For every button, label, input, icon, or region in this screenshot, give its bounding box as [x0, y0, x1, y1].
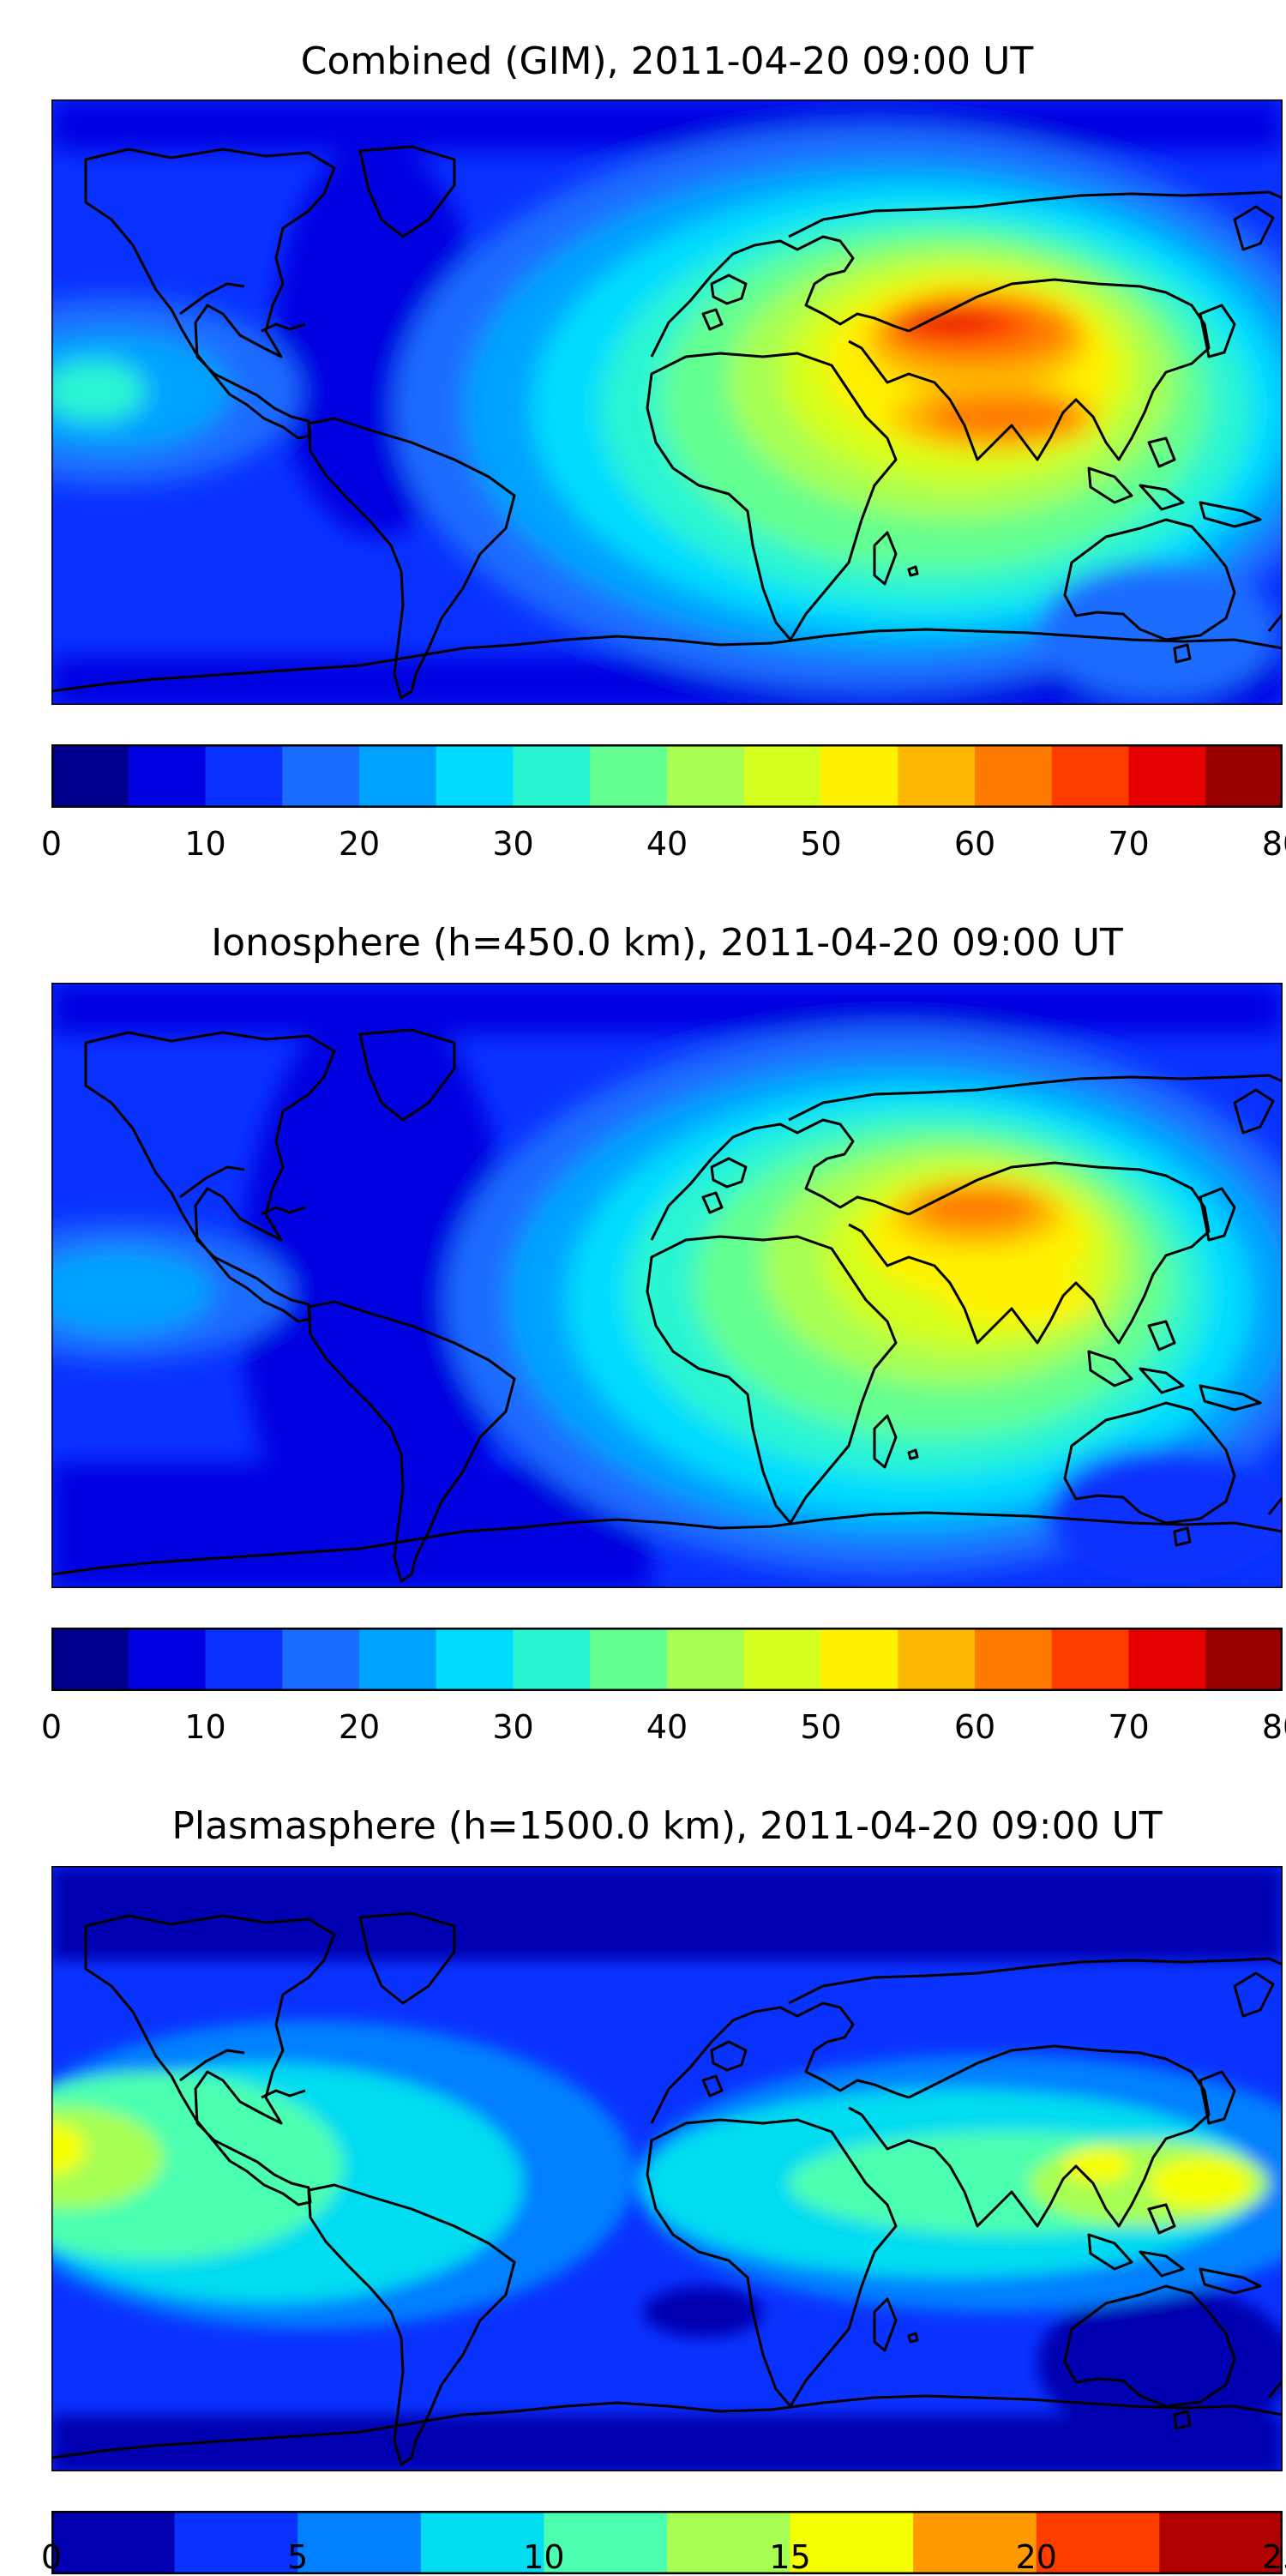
colorbar-tick-label: 30	[492, 1708, 534, 1746]
colorbar-segment	[1128, 1628, 1206, 1691]
colorbar-segment	[297, 2511, 422, 2574]
colorbar-tick-label: 60	[953, 825, 996, 863]
colorbar-segment	[1205, 744, 1283, 808]
colorbar-segment	[51, 1628, 129, 1691]
colorbar-segment	[282, 1628, 360, 1691]
colorbar-segment	[174, 2511, 298, 2574]
colorbar-tick-label: 50	[800, 825, 842, 863]
colorbar-segment	[420, 2511, 544, 2574]
colorbar-segment	[359, 744, 437, 808]
colorbar-segment	[820, 744, 898, 808]
colorbar-tick-label: 40	[646, 825, 688, 863]
colorbar	[51, 2511, 1283, 2574]
colorbar	[51, 1628, 1283, 1691]
colorbar-tick-label: 10	[523, 2538, 565, 2576]
colorbar-tick-label: 10	[184, 1708, 226, 1746]
panel-title: Combined (GIM), 2011-04-20 09:00 UT	[300, 39, 1034, 83]
colorbar-segment	[513, 744, 591, 808]
colorbar-segment	[1159, 2511, 1283, 2574]
colorbar-tick-label: 70	[1108, 1708, 1150, 1746]
colorbar-tick-label: 0	[40, 825, 63, 863]
colorbar-tick-label: 25	[1261, 2538, 1286, 2576]
colorbar-segment	[790, 2511, 914, 2574]
colorbar-tick-label: 15	[769, 2538, 811, 2576]
colorbar-segment	[667, 1628, 745, 1691]
colorbar-segment	[898, 744, 976, 808]
colorbar-tick-label: 80	[1261, 1708, 1286, 1746]
colorbar-segment	[1205, 1628, 1283, 1691]
colorbar-segment	[590, 744, 668, 808]
colorbar-tick-label: 60	[953, 1708, 996, 1746]
colorbar-segment	[205, 1628, 283, 1691]
colorbar-tick-label: 20	[1015, 2538, 1057, 2576]
colorbar-segment	[975, 1628, 1053, 1691]
panel-title: Ionosphere (h=450.0 km), 2011-04-20 09:0…	[211, 921, 1123, 965]
colorbar-tick-label: 0	[40, 2538, 63, 2576]
colorbar-segment	[1128, 744, 1206, 808]
colorbar-segment	[743, 744, 822, 808]
colorbar-tick-label: 70	[1108, 825, 1150, 863]
tec-map	[51, 1866, 1283, 2471]
colorbar	[51, 744, 1283, 808]
colorbar-tick-label: 5	[287, 2538, 309, 2576]
colorbar-tick-label: 20	[338, 1708, 381, 1746]
colorbar-tick-label: 40	[646, 1708, 688, 1746]
colorbar-tick-label: 80	[1261, 825, 1286, 863]
colorbar-frame	[51, 744, 1283, 808]
colorbar-tick-label: 0	[40, 1708, 63, 1746]
colorbar-segment	[1051, 1628, 1130, 1691]
colorbar-segment	[667, 744, 745, 808]
colorbar-segment	[128, 744, 207, 808]
tec-map	[51, 983, 1283, 1588]
colorbar-segment	[667, 2511, 791, 2574]
colorbar-segment	[590, 1628, 668, 1691]
colorbar-segment	[359, 1628, 437, 1691]
colorbar-segment	[975, 744, 1053, 808]
colorbar-segment	[898, 1628, 976, 1691]
colorbar-segment	[544, 2511, 668, 2574]
colorbar-segment	[205, 744, 283, 808]
colorbar-ticks: 0 10 20 30 40 50 60 70 80	[41, 1708, 1286, 1751]
colorbar-ticks: 0 10 20 30 40 50 60 70 80	[41, 825, 1286, 868]
colorbar-segment	[436, 1628, 514, 1691]
panel-title: Plasmasphere (h=1500.0 km), 2011-04-20 0…	[171, 1804, 1163, 1848]
colorbar-segment	[913, 2511, 1037, 2574]
tec-map	[51, 99, 1283, 705]
colorbar-segment	[436, 744, 514, 808]
colorbar-segment	[51, 2511, 176, 2574]
colorbar-segment	[1036, 2511, 1160, 2574]
colorbar-segment	[513, 1628, 591, 1691]
colorbar-frame	[51, 1628, 1283, 1691]
colorbar-tick-label: 30	[492, 825, 534, 863]
colorbar-tick-label: 10	[184, 825, 226, 863]
colorbar-segment	[743, 1628, 822, 1691]
colorbar-segment	[1051, 744, 1130, 808]
colorbar-segment	[51, 744, 129, 808]
colorbar-ticks: 0 5 10 15 20 25	[41, 2525, 1286, 2576]
colorbar-segment	[820, 1628, 898, 1691]
colorbar-segment	[128, 1628, 207, 1691]
colorbar-tick-label: 20	[338, 825, 381, 863]
colorbar-tick-label: 50	[800, 1708, 842, 1746]
colorbar-segment	[282, 744, 360, 808]
